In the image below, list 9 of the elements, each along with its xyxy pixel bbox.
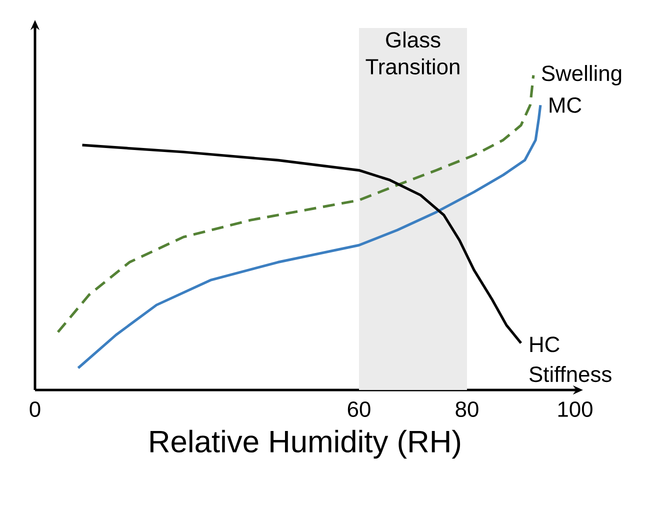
x-tick-label: 0	[30, 401, 40, 418]
band-label: Glass Transition	[366, 32, 460, 75]
x-tick-label: 100	[558, 401, 592, 418]
series-label: HC Stiffness	[530, 336, 612, 382]
x-axis-title: Relative Humidity (RH)	[150, 430, 460, 459]
series-label: Swelling	[542, 64, 622, 86]
x-tick-label: 60	[348, 401, 370, 418]
x-tick-label: 80	[456, 401, 478, 418]
series-label: MC	[550, 97, 582, 113]
